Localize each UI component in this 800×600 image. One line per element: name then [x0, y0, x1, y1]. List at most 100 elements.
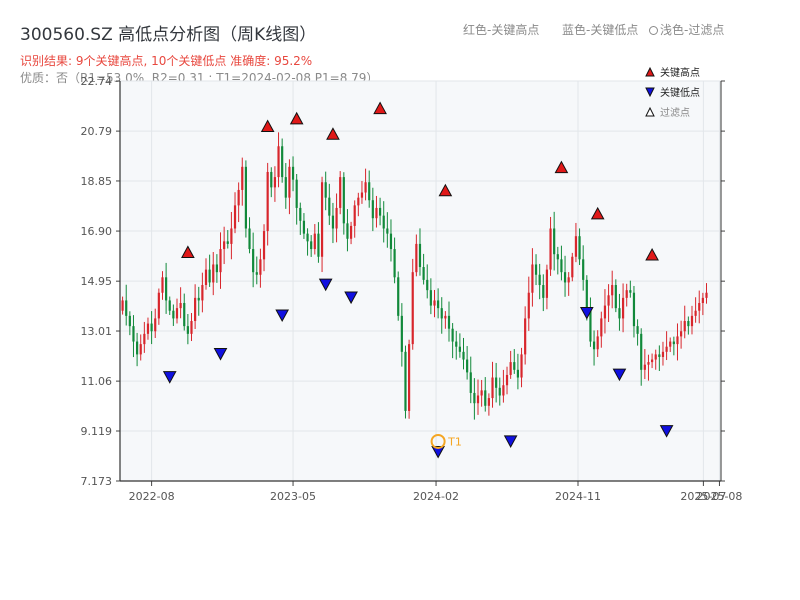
candle-body	[513, 362, 516, 370]
candle-body	[168, 300, 171, 311]
candle-body	[154, 318, 157, 332]
candle-body	[694, 310, 697, 316]
x-tick-label: 2024-11	[555, 490, 601, 503]
candle-body	[197, 297, 200, 301]
y-tick-label: 13.01	[81, 325, 113, 338]
candles-layer	[121, 132, 708, 420]
candle-body	[270, 171, 273, 188]
candle-body	[212, 264, 215, 283]
candle-body	[527, 292, 530, 319]
candle-body	[215, 264, 218, 273]
candle-body	[680, 331, 683, 337]
candle-body	[288, 166, 291, 198]
candle-body	[353, 205, 356, 226]
candle-body	[585, 279, 588, 311]
candle-body	[669, 341, 672, 347]
y-tick-label: 16.90	[81, 225, 113, 238]
candle-body	[643, 364, 646, 370]
candle-body	[248, 228, 251, 250]
page-title: 300560.SZ 高低点分析图（周K线图）	[20, 25, 317, 45]
candle-body	[578, 236, 581, 260]
candle-body	[161, 277, 164, 293]
legend-red-desc: 红色-关键高点	[463, 23, 540, 37]
candle-body	[132, 326, 135, 342]
candle-body	[531, 264, 534, 293]
candle-body	[194, 297, 197, 321]
candle-body	[596, 336, 599, 350]
key-high-marker	[289, 111, 304, 125]
candle-body	[701, 297, 704, 304]
y-tick-label: 18.85	[81, 175, 113, 188]
candle-body	[672, 341, 675, 345]
candle-body	[495, 377, 498, 388]
candle-body	[636, 326, 639, 334]
key-low-marker	[162, 371, 177, 384]
hollow-circle-icon	[649, 26, 658, 35]
legend-marker-0	[645, 66, 655, 77]
candle-body	[437, 300, 440, 309]
candle-body	[426, 279, 429, 291]
candle-body	[574, 236, 578, 257]
candle-body	[233, 205, 237, 229]
candle-body	[317, 233, 320, 257]
candle-body	[476, 395, 480, 404]
candle-body	[165, 277, 168, 301]
legend-filter-text: 浅色-过滤点	[660, 23, 725, 37]
legend-blue-desc: 蓝色-关键低点	[562, 23, 639, 37]
candle-body	[306, 233, 309, 242]
candle-body	[505, 374, 509, 386]
key-high-marker	[645, 247, 659, 261]
key-low-marker	[503, 435, 518, 448]
candle-body	[415, 243, 418, 273]
candle-body	[563, 272, 567, 283]
candle-body	[223, 241, 226, 250]
candle-body	[411, 272, 414, 345]
axes-layer: 7.173 9.119 11.06 13.01 14.95 16.90 18.85 20.79…	[81, 75, 743, 503]
candle-body	[128, 315, 131, 327]
markers-layer: T1	[162, 101, 674, 459]
candle-body	[455, 341, 458, 347]
candle-body	[654, 354, 657, 360]
candle-body	[342, 177, 345, 224]
candle-body	[139, 344, 142, 355]
candle-body	[589, 310, 592, 342]
candle-body	[360, 192, 364, 198]
candle-body	[600, 318, 603, 337]
recognition-result: 识别结果: 9个关键高点, 10个关键低点 准确度: 95.2%	[20, 54, 313, 68]
candle-body	[614, 285, 617, 309]
candle-body	[244, 166, 247, 229]
candle-body	[371, 200, 374, 219]
x-tick-label: 2025-08	[696, 490, 742, 503]
candle-body	[618, 308, 621, 319]
y-tick-label: 11.06	[81, 375, 113, 388]
candle-body	[230, 228, 233, 244]
candle-body	[480, 390, 483, 396]
candle-body	[458, 346, 461, 352]
candle-body	[320, 182, 324, 257]
t1-circle	[430, 433, 446, 449]
y-tick-label: 20.79	[81, 125, 113, 138]
legend-filter-desc: 浅色-过滤点	[649, 21, 724, 38]
candle-body	[143, 333, 146, 345]
candle-body	[665, 346, 668, 352]
candle-body	[487, 398, 490, 406]
candle-body	[313, 233, 316, 250]
candle-body	[509, 362, 512, 375]
candle-body	[582, 259, 585, 280]
key-low-marker	[659, 425, 674, 438]
candle-body	[281, 146, 284, 178]
candle-body	[295, 179, 298, 208]
candle-body	[542, 285, 545, 298]
candle-body	[382, 215, 385, 229]
candle-body	[466, 359, 469, 373]
candle-body	[310, 241, 313, 250]
candle-body	[157, 292, 160, 319]
candle-body	[484, 390, 487, 406]
t1-label: T1	[447, 435, 462, 448]
candle-body	[698, 303, 701, 311]
candle-body	[560, 259, 563, 273]
candle-body	[408, 344, 411, 411]
candle-body	[553, 228, 556, 255]
candle-body	[346, 223, 349, 239]
candle-body	[549, 228, 552, 270]
